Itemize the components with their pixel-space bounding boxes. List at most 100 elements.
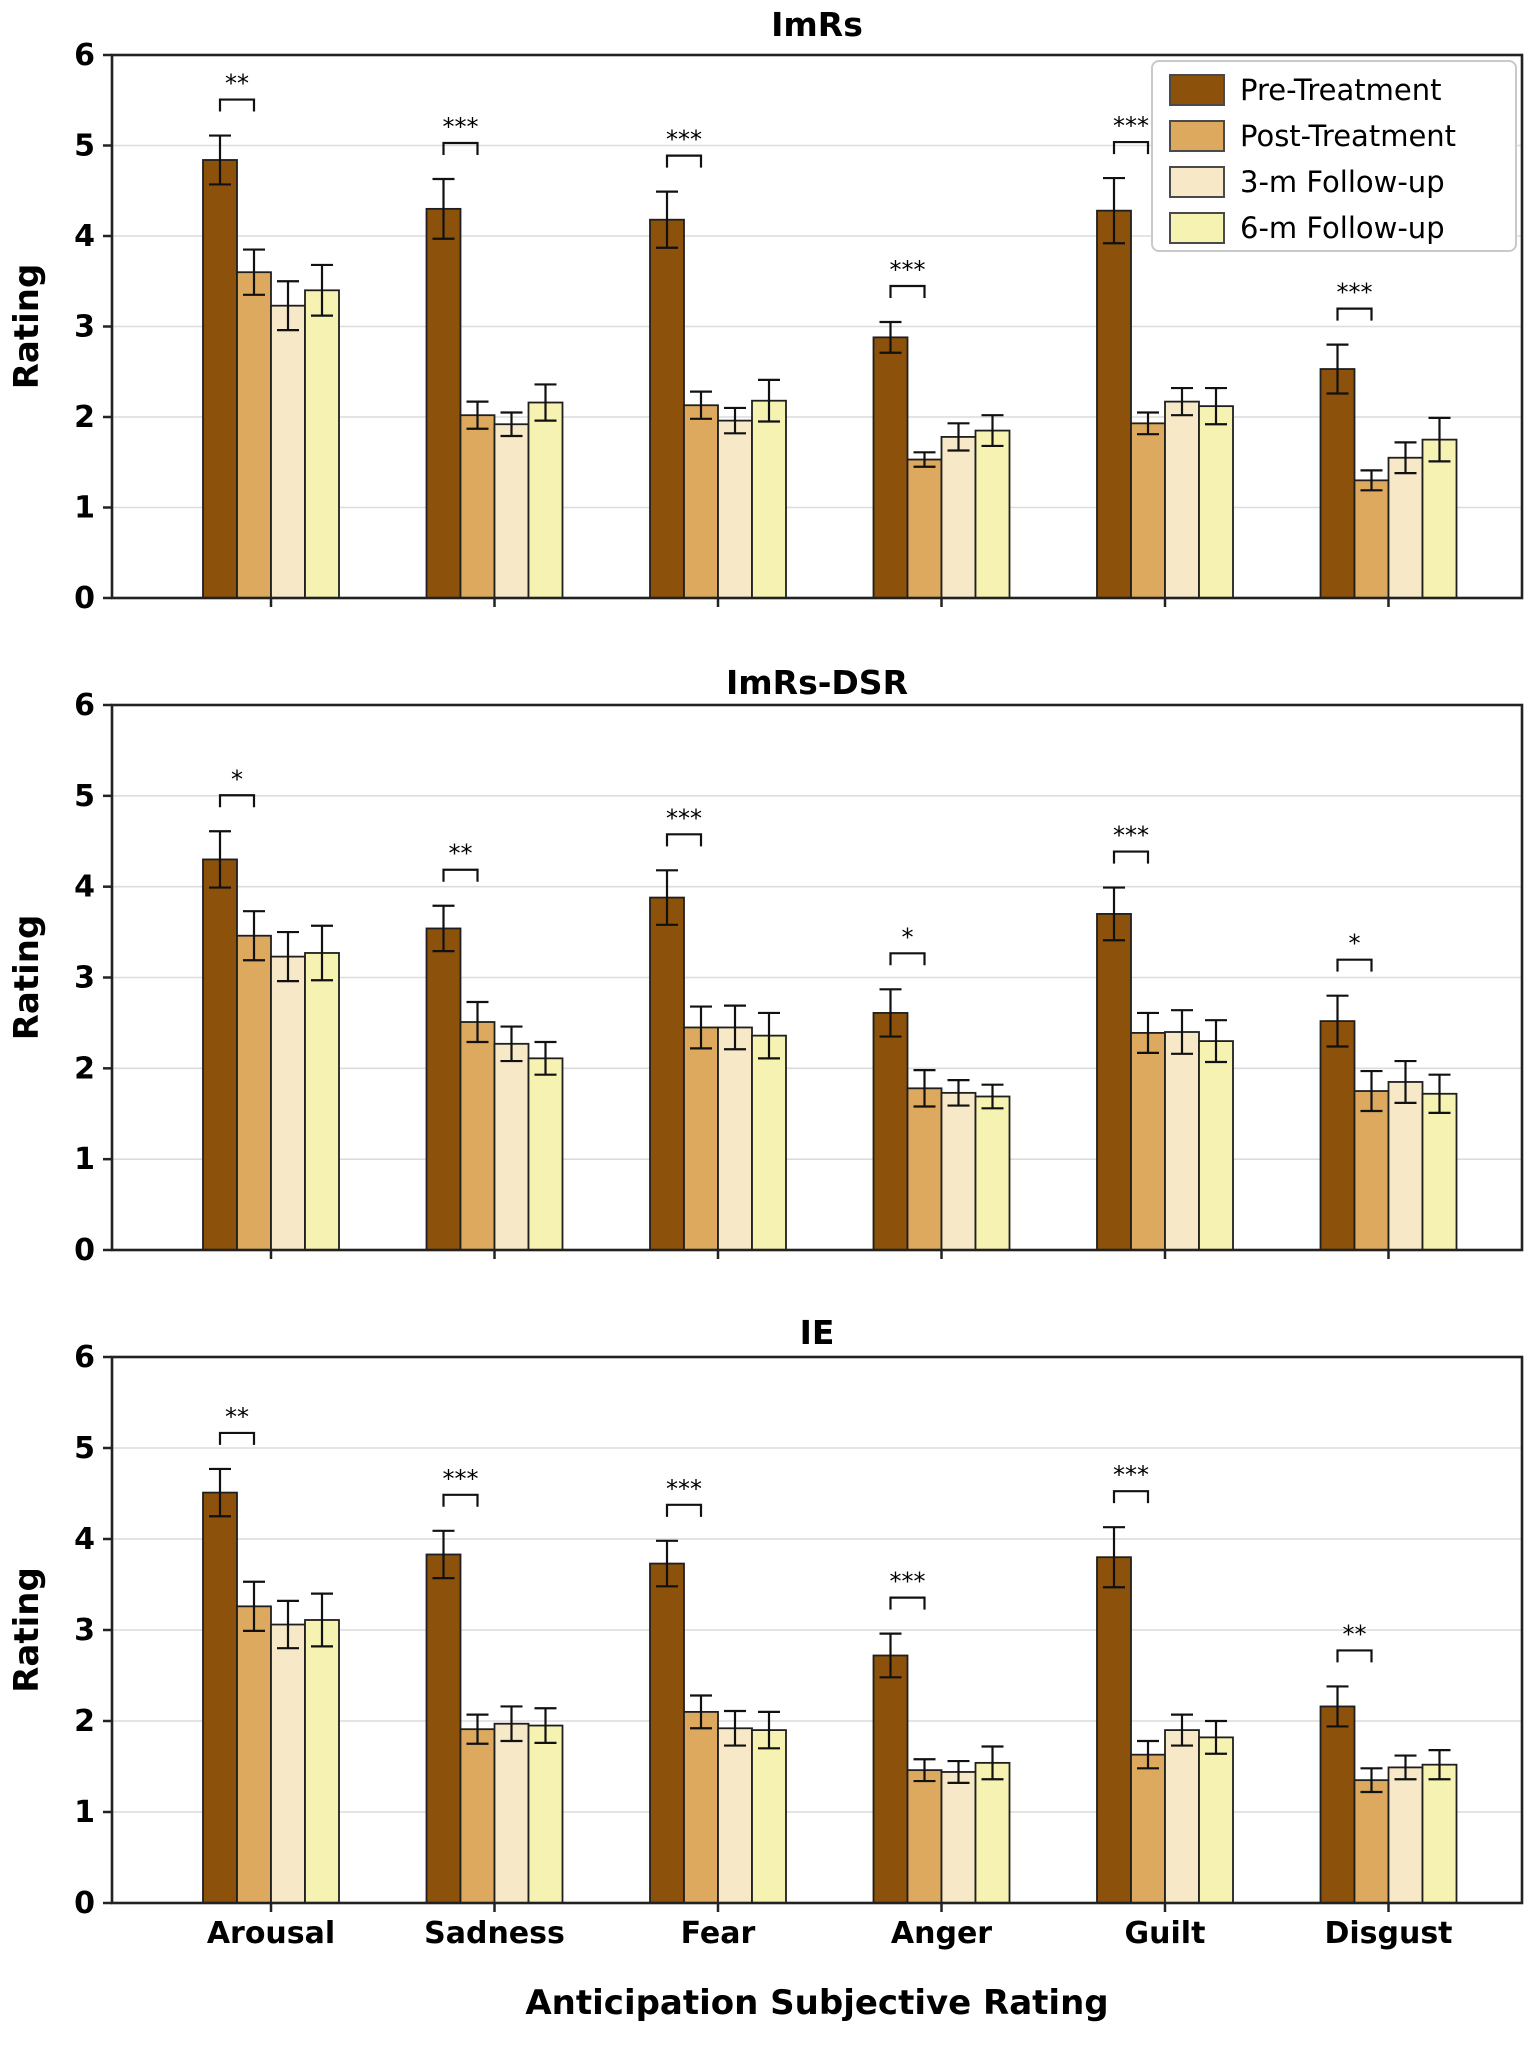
bar-imrs-dsr-anger-3-m-follow-up xyxy=(940,1091,977,1251)
bar-ie-sadness-6-m-follow-up xyxy=(527,1724,564,1904)
legend-swatch-6-m-follow-up xyxy=(1169,212,1225,244)
bar-imrs-sadness-6-m-follow-up xyxy=(527,401,564,599)
significance-bracket xyxy=(442,868,479,882)
y-tick-label-1: 1 xyxy=(74,491,95,526)
significance-stars-imrs-dsr-anger: * xyxy=(902,923,914,951)
significance-bracket xyxy=(1112,1490,1150,1504)
bar-ie-arousal-post-treatment xyxy=(236,1605,272,1904)
significance-bracket xyxy=(442,141,479,155)
bar-imrs-dsr-fear-3-m-follow-up xyxy=(717,1026,753,1251)
bar-ie-sadness-3-m-follow-up xyxy=(493,1722,530,1904)
y-tick-label-5: 5 xyxy=(74,129,95,164)
significance-bracket xyxy=(1336,958,1373,972)
y-axis-label-imrs: Rating xyxy=(7,264,47,390)
bar-ie-arousal-3-m-follow-up xyxy=(270,1623,306,1904)
bar-imrs-dsr-sadness-pre-treatment xyxy=(425,927,462,1251)
significance-stars-ie-arousal: ** xyxy=(225,1403,249,1431)
bar-imrs-dsr-disgust-3-m-follow-up xyxy=(1387,1081,1424,1251)
y-tick-label-0: 0 xyxy=(74,581,95,616)
legend-swatch-post-treatment xyxy=(1169,120,1225,152)
x-category-label-guilt: Guilt xyxy=(1125,1916,1206,1951)
bar-ie-arousal-6-m-follow-up xyxy=(304,1619,340,1904)
significance-bracket xyxy=(1336,1649,1373,1663)
bar-ie-disgust-post-treatment xyxy=(1353,1779,1390,1904)
significance-bracket xyxy=(665,154,703,168)
subplot-ie: IE 0 1 2 3 4 5 6 Rating ** Arousal *** Sadness *** Fea… xyxy=(7,1313,1524,2023)
significance-bracket xyxy=(1112,850,1150,864)
bar-ie-guilt-post-treatment xyxy=(1130,1753,1166,1904)
bar-imrs-arousal-pre-treatment xyxy=(202,159,238,599)
bar-imrs-fear-post-treatment xyxy=(683,404,719,599)
subplot-title-imrs: ImRs xyxy=(771,5,863,44)
y-tick-label-2: 2 xyxy=(74,400,95,435)
bar-imrs-fear-3-m-follow-up xyxy=(717,419,753,599)
bar-imrs-dsr-fear-pre-treatment xyxy=(649,896,685,1251)
legend-label-post-treatment: Post-Treatment xyxy=(1240,119,1456,153)
x-axis-label: Anticipation Subjective Rating xyxy=(525,1983,1108,2023)
axes-box xyxy=(110,1355,1524,1905)
significance-bracket xyxy=(218,1431,256,1445)
significance-bracket xyxy=(665,833,703,847)
significance-stars-imrs-disgust: *** xyxy=(1337,279,1373,307)
y-tick-label-6: 6 xyxy=(74,1340,95,1375)
bar-ie-guilt-6-m-follow-up xyxy=(1198,1736,1234,1904)
y-tick-label-1: 1 xyxy=(74,1142,95,1177)
legend-swatch-pre-treatment xyxy=(1169,74,1225,106)
significance-stars-imrs-sadness: *** xyxy=(443,113,479,141)
bar-imrs-dsr-sadness-3-m-follow-up xyxy=(493,1042,530,1251)
bar-imrs-dsr-sadness-6-m-follow-up xyxy=(527,1057,564,1251)
bar-imrs-dsr-anger-post-treatment xyxy=(906,1087,943,1251)
subplot-title-ie: IE xyxy=(800,1313,835,1352)
bar-imrs-guilt-6-m-follow-up xyxy=(1198,405,1234,599)
y-axis-label-imrs-dsr: Rating xyxy=(7,915,47,1041)
bar-imrs-disgust-6-m-follow-up xyxy=(1421,438,1458,599)
significance-stars-imrs-fear: *** xyxy=(666,126,702,154)
bar-imrs-dsr-sadness-post-treatment xyxy=(459,1021,496,1251)
bar-ie-guilt-3-m-follow-up xyxy=(1164,1729,1200,1904)
bar-ie-sadness-pre-treatment xyxy=(425,1553,462,1904)
bar-imrs-arousal-post-treatment xyxy=(236,271,272,599)
bar-imrs-sadness-pre-treatment xyxy=(425,207,462,599)
significance-stars-ie-sadness: *** xyxy=(443,1465,479,1493)
y-tick-label-4: 4 xyxy=(74,219,95,254)
bar-imrs-dsr-arousal-3-m-follow-up xyxy=(270,955,306,1251)
significance-stars-imrs-arousal: ** xyxy=(225,70,249,98)
bar-ie-anger-pre-treatment xyxy=(872,1654,909,1904)
bar-imrs-dsr-fear-6-m-follow-up xyxy=(751,1034,787,1251)
bar-ie-sadness-post-treatment xyxy=(459,1728,496,1904)
significance-bracket xyxy=(665,1503,703,1517)
significance-stars-imrs-anger: *** xyxy=(890,256,926,284)
significance-stars-ie-anger: *** xyxy=(890,1568,926,1596)
y-tick-label-1: 1 xyxy=(74,1795,95,1830)
y-tick-label-2: 2 xyxy=(74,1704,95,1739)
y-tick-label-6: 6 xyxy=(74,688,95,723)
bar-imrs-disgust-pre-treatment xyxy=(1319,368,1356,599)
bar-imrs-guilt-pre-treatment xyxy=(1096,209,1132,599)
bar-imrs-guilt-post-treatment xyxy=(1130,422,1166,599)
y-tick-label-3: 3 xyxy=(74,1613,95,1648)
bar-imrs-dsr-arousal-post-treatment xyxy=(236,934,272,1251)
bar-ie-anger-3-m-follow-up xyxy=(940,1771,977,1904)
bar-ie-guilt-pre-treatment xyxy=(1096,1556,1132,1904)
significance-bracket xyxy=(1112,140,1150,155)
bar-ie-disgust-pre-treatment xyxy=(1319,1705,1356,1904)
x-category-label-anger: Anger xyxy=(891,1916,992,1951)
bar-ie-arousal-pre-treatment xyxy=(202,1491,238,1904)
significance-stars-imrs-dsr-sadness: ** xyxy=(449,840,473,868)
legend-label-3-m-follow-up: 3-m Follow-up xyxy=(1240,165,1445,199)
bar-imrs-anger-post-treatment xyxy=(906,458,943,599)
y-tick-label-4: 4 xyxy=(74,1522,95,1557)
y-tick-label-3: 3 xyxy=(74,310,95,345)
legend-swatch-3-m-follow-up xyxy=(1169,166,1225,198)
bar-imrs-sadness-post-treatment xyxy=(459,414,496,599)
bar-ie-disgust-6-m-follow-up xyxy=(1421,1763,1458,1904)
bar-imrs-dsr-arousal-pre-treatment xyxy=(202,858,238,1251)
bar-imrs-anger-pre-treatment xyxy=(872,336,909,599)
significance-stars-imrs-dsr-fear: *** xyxy=(666,804,702,832)
bar-ie-anger-6-m-follow-up xyxy=(974,1761,1011,1904)
axes-box xyxy=(110,53,1524,600)
